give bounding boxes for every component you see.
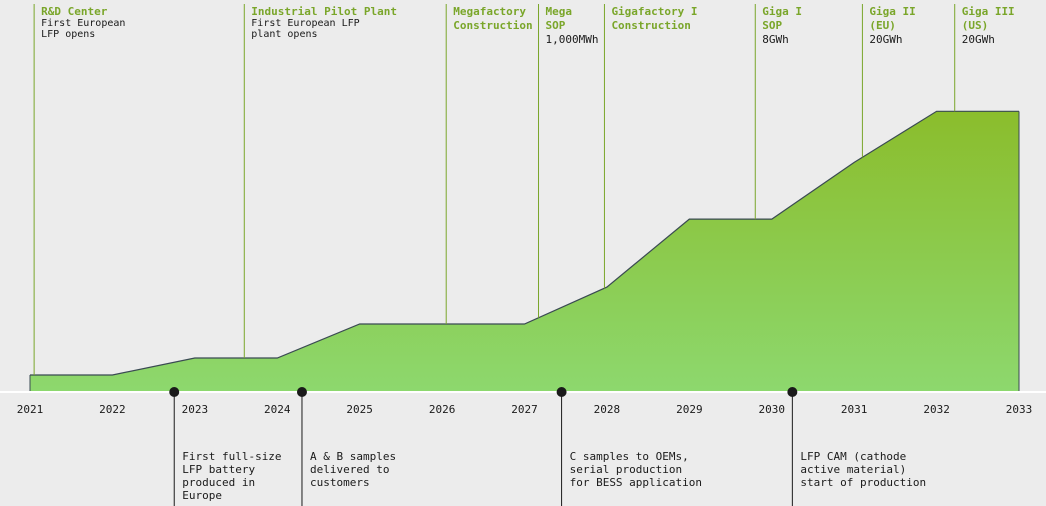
- x-tick-label: 2025: [346, 403, 373, 416]
- x-tick-label: 2030: [759, 403, 786, 416]
- x-tick-label: 2031: [841, 403, 868, 416]
- top-milestone: Giga III(US)20GWh: [954, 4, 1015, 112]
- milestone-dot: [169, 387, 180, 397]
- milestone-desc: serial production: [570, 463, 683, 476]
- milestone-desc: 8GWh: [762, 33, 789, 46]
- milestone-desc: 1,000MWh: [546, 33, 599, 46]
- milestone-title: Giga II: [869, 5, 915, 18]
- milestone-desc: produced in: [182, 476, 255, 489]
- milestone-title: Construction: [611, 19, 690, 32]
- milestone-desc: A & B samples: [310, 450, 396, 463]
- capacity-area: [30, 111, 1019, 393]
- milestone-title: Gigafactory I: [611, 5, 697, 18]
- milestone-title: Megafactory: [453, 5, 526, 18]
- milestone-desc: delivered to: [310, 463, 389, 476]
- milestone-desc: First European: [41, 18, 125, 29]
- milestone-title: Giga I: [762, 5, 802, 18]
- milestone-title: Mega: [546, 5, 573, 18]
- milestone-title: Construction: [453, 19, 532, 32]
- x-tick-label: 2024: [264, 403, 291, 416]
- milestone-desc: First full-size: [182, 450, 281, 463]
- milestone-desc: LFP opens: [41, 29, 95, 40]
- milestone-desc: Europe: [182, 489, 222, 502]
- x-tick-label: 2029: [676, 403, 703, 416]
- milestone-dot: [556, 387, 567, 397]
- milestone-desc: 20GWh: [869, 33, 902, 46]
- x-tick-label: 2026: [429, 403, 456, 416]
- x-tick-label: 2027: [511, 403, 538, 416]
- milestone-desc: C samples to OEMs,: [570, 450, 689, 463]
- x-tick-label: 2022: [99, 403, 126, 416]
- x-tick-label: 2033: [1006, 403, 1033, 416]
- milestone-title: (US): [962, 19, 989, 32]
- milestone-desc: First European LFP: [251, 18, 359, 29]
- x-tick-label: 2032: [923, 403, 950, 416]
- x-axis: 2021 2022 2023 2024 2025 2026 2027 2028 2029 2030…: [0, 391, 1046, 416]
- milestone-desc: active material): [800, 463, 906, 476]
- capacity-line: [30, 110, 1019, 376]
- area-layer: [29, 110, 1020, 393]
- top-milestone: Giga II(EU)20GWh: [861, 4, 916, 158]
- milestone-title: Industrial Pilot Plant: [251, 5, 397, 18]
- milestone-desc: start of production: [800, 476, 926, 489]
- milestone-dot: [296, 387, 307, 397]
- milestone-desc: customers: [310, 476, 370, 489]
- milestone-title: SOP: [762, 19, 782, 32]
- milestone-desc: 20GWh: [962, 33, 995, 46]
- x-tick-label: 2028: [594, 403, 621, 416]
- milestone-desc: for BESS application: [570, 476, 702, 489]
- milestone-title: Giga III: [962, 5, 1015, 18]
- milestone-desc: plant opens: [251, 29, 317, 40]
- milestone-title: (EU): [869, 19, 896, 32]
- milestone-desc: LFP CAM (cathode: [800, 450, 906, 463]
- milestone-title: R&D Center: [41, 5, 108, 18]
- x-tick-label: 2021: [17, 403, 44, 416]
- milestone-desc: LFP battery: [182, 463, 255, 476]
- milestone-title: SOP: [546, 19, 566, 32]
- milestone-dot: [787, 387, 798, 397]
- x-tick-label: 2023: [182, 403, 209, 416]
